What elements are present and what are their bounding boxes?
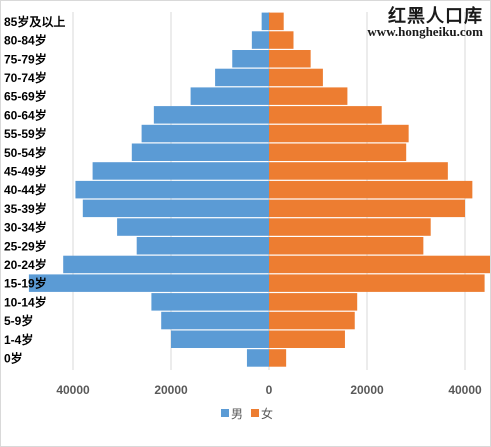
bar-male <box>161 311 269 330</box>
y-axis-labels: 0岁 1-4岁 5-9岁 10-14岁 15-19岁 20-24岁 25-29岁 30-34岁… <box>4 14 65 366</box>
legend-label-male: 男 <box>231 407 243 421</box>
category-label: 5-9岁 <box>4 313 33 328</box>
watermark-url: www.hongheiku.com <box>367 24 483 39</box>
bar-male <box>261 12 269 31</box>
x-tick-label: 20000 <box>350 383 384 397</box>
bar-female <box>269 180 473 199</box>
category-label: 85岁及以上 <box>4 14 65 29</box>
bar-female <box>269 293 358 311</box>
category-label: 80-84岁 <box>4 33 47 48</box>
bar-male <box>131 143 269 161</box>
category-label: 65-69岁 <box>4 89 47 104</box>
category-label: 55-59岁 <box>4 126 47 141</box>
bar-male <box>153 106 269 124</box>
bar-male <box>92 162 269 180</box>
watermark-title: 红黑人口库 <box>388 6 483 26</box>
category-label: 10-14岁 <box>4 294 47 309</box>
bar-female <box>269 31 294 49</box>
bar-female <box>269 106 382 124</box>
bar-male <box>171 330 269 348</box>
bar-female <box>269 50 311 68</box>
bar-male <box>190 87 269 105</box>
category-label: 50-54岁 <box>4 145 47 160</box>
category-label: 1-4岁 <box>4 332 33 347</box>
category-label: 75-79岁 <box>4 51 47 66</box>
bar-female <box>269 68 323 87</box>
bar-male <box>63 255 270 274</box>
category-label: 35-39岁 <box>4 201 47 216</box>
category-label: 0岁 <box>4 350 23 365</box>
legend-swatch-female <box>251 409 259 417</box>
bars <box>28 12 491 367</box>
bar-male <box>151 293 269 311</box>
category-label: 15-19岁 <box>4 276 47 291</box>
bar-female <box>269 349 287 367</box>
bar-female <box>269 143 407 161</box>
category-label: 45-49岁 <box>4 163 47 178</box>
bar-female <box>269 330 345 348</box>
category-label: 25-29岁 <box>4 238 47 253</box>
bar-female <box>269 237 424 255</box>
bar-male <box>136 237 269 255</box>
category-label: 20-24岁 <box>4 257 47 272</box>
x-tick-label: 0 <box>266 383 273 397</box>
bar-male <box>246 349 269 367</box>
legend-swatch-male <box>221 409 229 417</box>
bar-male <box>251 31 269 49</box>
bar-female <box>269 162 448 180</box>
bar-female <box>269 87 348 105</box>
bar-female <box>269 124 409 143</box>
category-label: 70-74岁 <box>4 70 47 85</box>
bar-female <box>269 199 465 218</box>
bar-male <box>82 199 269 218</box>
category-label: 60-64岁 <box>4 107 47 122</box>
category-label: 40-44岁 <box>4 182 47 197</box>
bar-male <box>215 68 269 87</box>
bar-male <box>28 274 270 292</box>
bar-female <box>269 274 485 292</box>
category-label: 30-34岁 <box>4 220 47 235</box>
bar-male <box>232 50 269 68</box>
bar-female <box>269 311 355 330</box>
x-tick-label: 40000 <box>448 383 482 397</box>
x-tick-label: 40000 <box>56 383 90 397</box>
bar-female <box>269 218 431 236</box>
x-axis-labels: 6000040000200000200004000060000 <box>56 383 482 397</box>
legend-label-female: 女 <box>261 406 273 421</box>
bar-male <box>141 124 269 143</box>
bar-female <box>269 255 491 274</box>
legend: 男女 <box>221 406 273 421</box>
bar-male <box>75 180 269 199</box>
x-tick-label: 20000 <box>154 383 188 397</box>
bar-female <box>269 12 284 31</box>
bar-male <box>117 218 269 236</box>
